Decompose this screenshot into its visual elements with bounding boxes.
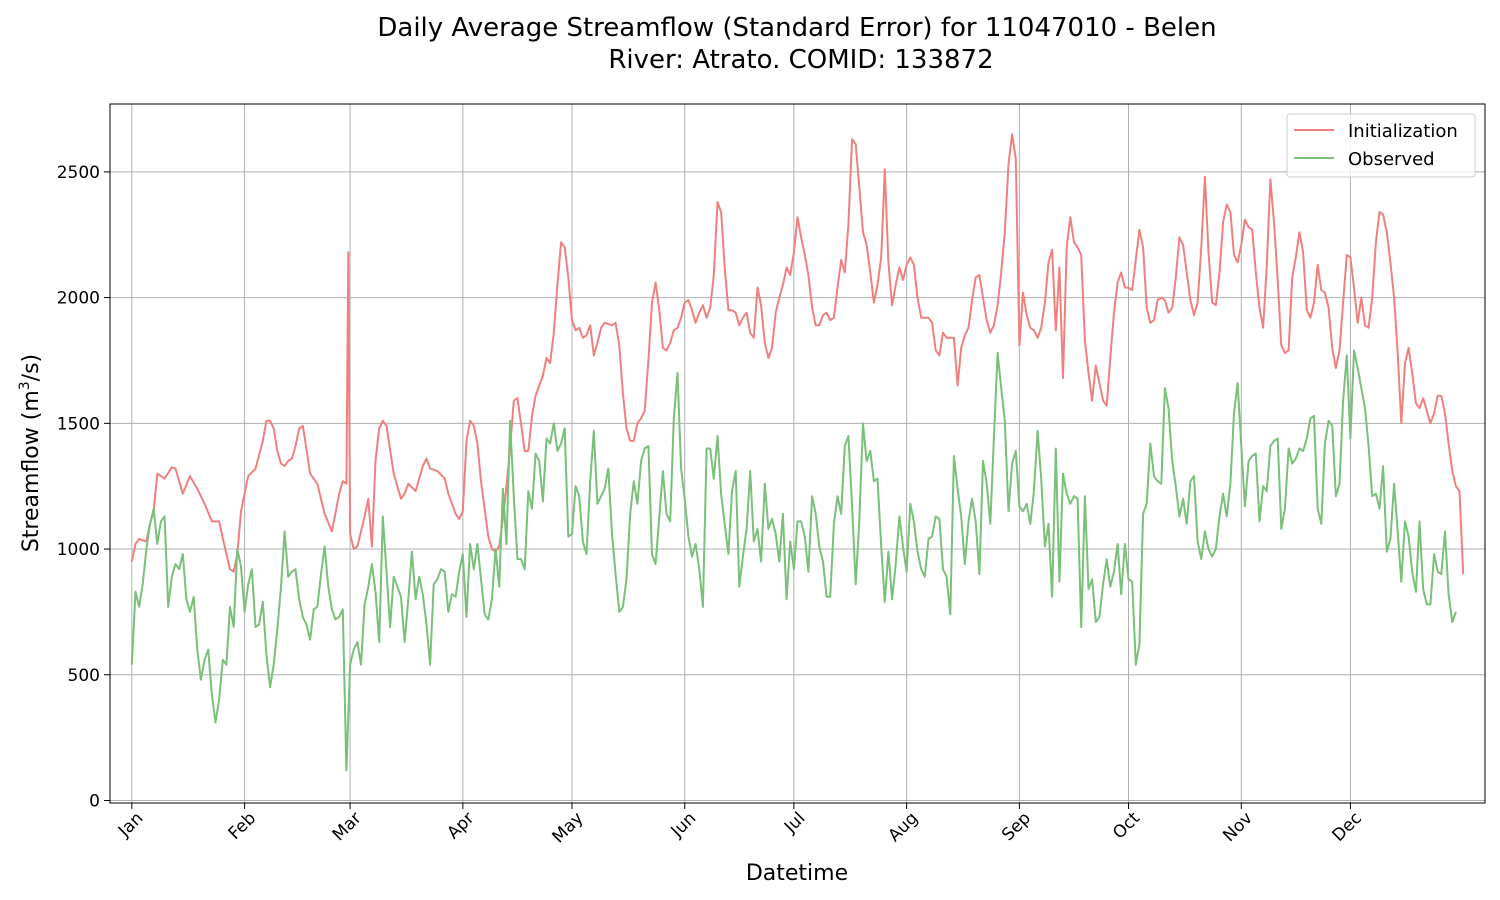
x-tick-label: Feb <box>225 808 260 843</box>
x-tick-label: Nov <box>1219 808 1257 846</box>
x-tick-label: Oct <box>1109 808 1144 843</box>
series-lines <box>130 133 1465 772</box>
x-tick-label: Jun <box>667 808 701 842</box>
x-tick-label: May <box>549 808 588 847</box>
y-tick-label: 1000 <box>57 540 100 560</box>
chart-title-line2: River: Atrato. COMID: 133872 <box>608 45 993 75</box>
x-tick-label: Jul <box>780 808 809 837</box>
x-tick-label: Dec <box>1329 808 1366 845</box>
x-axis-label: Datetime <box>746 861 848 886</box>
chart-title-line1: Daily Average Streamflow (Standard Error… <box>377 13 1216 43</box>
y-tick-label: 500 <box>68 666 100 686</box>
plot-frame <box>109 103 1486 804</box>
x-axis-ticks: Jan Feb Mar Apr May Jun Jul Aug Sep Oct Nov Dec <box>114 803 1366 847</box>
x-tick-label: Jan <box>114 808 147 841</box>
y-tick-label: 1500 <box>57 414 100 434</box>
legend-label-initialization: Initialization <box>1348 121 1458 142</box>
y-tick-label: 2500 <box>57 163 100 183</box>
y-axis-label: Streamflow (m3/s) <box>17 354 44 552</box>
y-tick-label: 2000 <box>57 289 100 309</box>
series-line-initialization <box>130 133 1465 575</box>
grid-lines <box>110 104 1485 803</box>
x-tick-label: Aug <box>885 808 923 846</box>
legend: Initialization Observed <box>1286 113 1476 178</box>
x-tick-label: Sep <box>998 808 1035 845</box>
x-tick-label: Mar <box>329 808 366 845</box>
legend-label-observed: Observed <box>1348 149 1435 170</box>
series-line-observed <box>130 349 1457 772</box>
y-axis-ticks: 0 500 1000 1500 2000 2500 <box>57 163 110 811</box>
y-tick-label: 0 <box>89 791 100 811</box>
x-tick-label: Apr <box>443 808 478 843</box>
